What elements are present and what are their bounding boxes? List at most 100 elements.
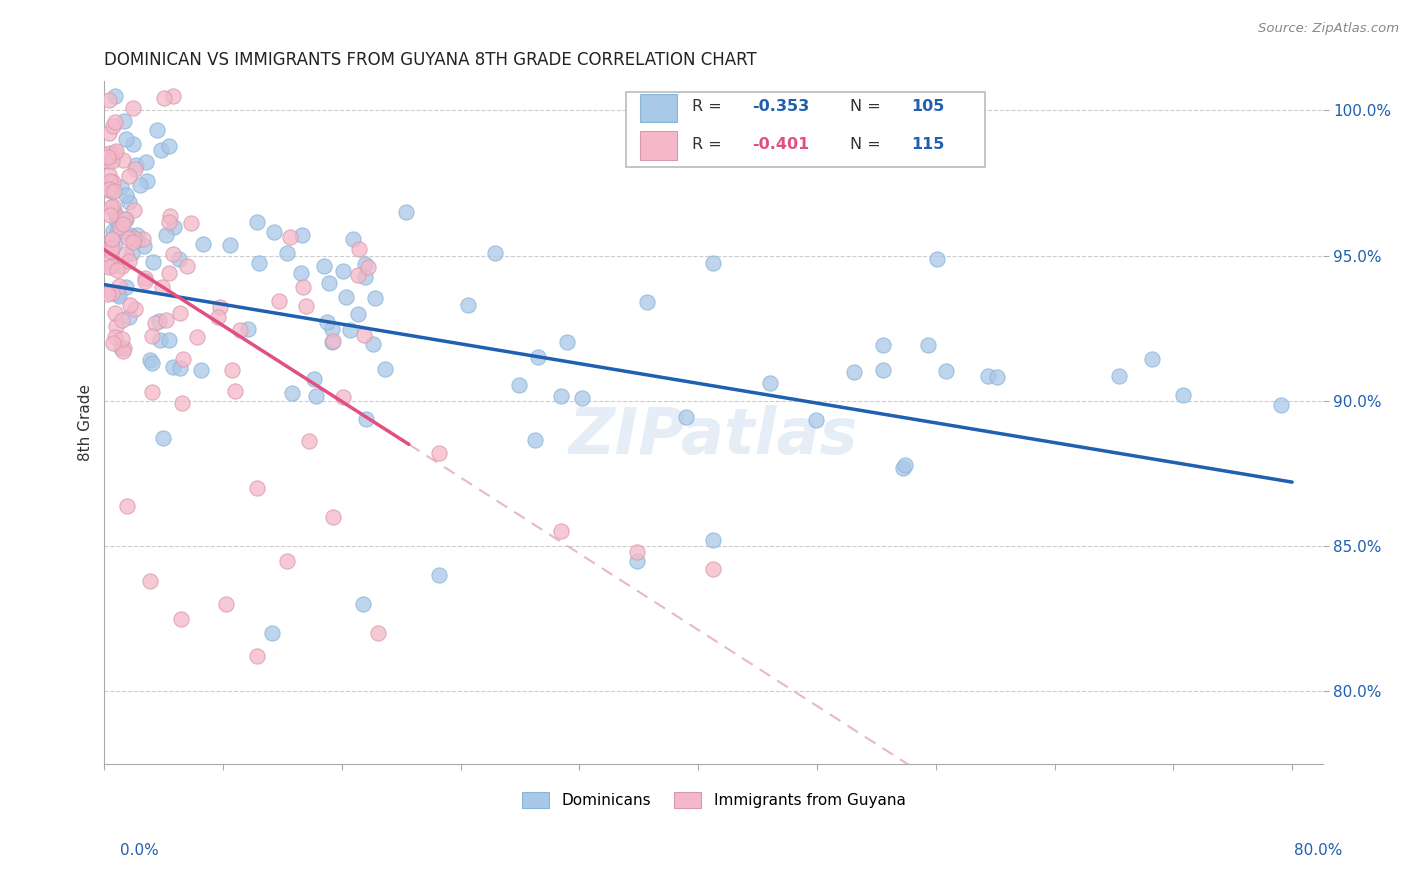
Point bbox=[298, 434, 321, 449]
Point bbox=[246, 215, 269, 229]
Point bbox=[207, 310, 229, 324]
Point bbox=[101, 224, 124, 238]
Point bbox=[917, 337, 939, 351]
Point bbox=[153, 91, 176, 105]
Point bbox=[143, 316, 166, 330]
Point bbox=[118, 254, 141, 268]
Point bbox=[555, 334, 578, 349]
Point bbox=[322, 334, 344, 348]
Point bbox=[104, 318, 127, 333]
Point bbox=[291, 280, 314, 294]
Point bbox=[169, 252, 191, 266]
Point bbox=[193, 237, 215, 252]
Point bbox=[134, 271, 156, 285]
Point bbox=[100, 252, 122, 267]
Point bbox=[98, 174, 121, 188]
Point bbox=[429, 446, 451, 460]
Point bbox=[290, 266, 312, 280]
Point bbox=[146, 123, 169, 137]
Point bbox=[352, 597, 374, 611]
Point bbox=[122, 231, 145, 245]
Point bbox=[246, 481, 269, 495]
Point bbox=[159, 209, 181, 223]
Point bbox=[124, 301, 146, 316]
Point bbox=[97, 260, 120, 274]
Point bbox=[101, 232, 124, 246]
Point bbox=[148, 314, 170, 328]
Point bbox=[163, 219, 186, 234]
Point bbox=[101, 153, 124, 168]
Point bbox=[97, 178, 120, 193]
Point bbox=[346, 308, 368, 322]
Point bbox=[100, 241, 122, 255]
Point bbox=[484, 246, 506, 260]
Point bbox=[124, 202, 146, 217]
Point bbox=[176, 259, 198, 273]
Point bbox=[118, 298, 141, 312]
Point bbox=[894, 458, 917, 472]
Point bbox=[149, 334, 172, 348]
Point bbox=[155, 312, 177, 326]
Text: DOMINICAN VS IMMIGRANTS FROM GUYANA 8TH GRADE CORRELATION CHART: DOMINICAN VS IMMIGRANTS FROM GUYANA 8TH … bbox=[104, 51, 758, 69]
Point bbox=[115, 212, 138, 227]
Point bbox=[104, 305, 127, 319]
Point bbox=[97, 168, 120, 182]
Point bbox=[135, 155, 157, 169]
Point bbox=[107, 214, 129, 228]
Point bbox=[107, 278, 129, 293]
Point bbox=[97, 287, 120, 301]
Point bbox=[152, 280, 174, 294]
Point bbox=[457, 298, 479, 312]
Point bbox=[550, 389, 572, 403]
Point bbox=[104, 88, 127, 103]
Point bbox=[107, 287, 129, 301]
Point bbox=[115, 188, 138, 202]
Point bbox=[209, 300, 232, 314]
Point bbox=[104, 236, 127, 251]
Point bbox=[347, 268, 370, 282]
Point bbox=[103, 204, 125, 219]
Point bbox=[550, 524, 572, 539]
Point bbox=[526, 350, 548, 364]
Point bbox=[294, 299, 316, 313]
Point bbox=[571, 391, 593, 405]
Legend: Dominicans, Immigrants from Guyana: Dominicans, Immigrants from Guyana bbox=[516, 786, 911, 814]
Text: Source: ZipAtlas.com: Source: ZipAtlas.com bbox=[1258, 22, 1399, 36]
Point bbox=[121, 235, 143, 249]
Point bbox=[125, 158, 148, 172]
Point bbox=[263, 225, 285, 239]
Point bbox=[134, 274, 156, 288]
Point bbox=[342, 232, 364, 246]
Point bbox=[111, 344, 134, 359]
Point bbox=[322, 510, 344, 524]
Text: -0.401: -0.401 bbox=[752, 136, 810, 152]
Point bbox=[702, 562, 724, 576]
Point bbox=[339, 323, 361, 337]
Point bbox=[215, 597, 238, 611]
Text: ZIPatlas: ZIPatlas bbox=[569, 405, 858, 467]
Point bbox=[267, 294, 290, 309]
Point bbox=[318, 276, 340, 290]
Point bbox=[112, 341, 135, 355]
Point bbox=[429, 568, 451, 582]
Point bbox=[162, 360, 184, 375]
Point bbox=[675, 410, 697, 425]
Point bbox=[219, 237, 242, 252]
Point bbox=[236, 321, 259, 335]
Point bbox=[332, 390, 354, 404]
Point bbox=[1173, 388, 1195, 402]
Point bbox=[122, 137, 145, 152]
Point bbox=[101, 184, 124, 198]
Point bbox=[335, 290, 357, 304]
Point bbox=[986, 369, 1008, 384]
Point bbox=[97, 150, 120, 164]
Point bbox=[136, 174, 159, 188]
Point bbox=[758, 376, 780, 390]
Point bbox=[172, 352, 194, 367]
Point bbox=[224, 384, 246, 398]
Point bbox=[129, 178, 152, 192]
Point bbox=[157, 266, 180, 280]
Point bbox=[304, 371, 326, 385]
Point bbox=[98, 126, 121, 140]
Point bbox=[186, 330, 208, 344]
